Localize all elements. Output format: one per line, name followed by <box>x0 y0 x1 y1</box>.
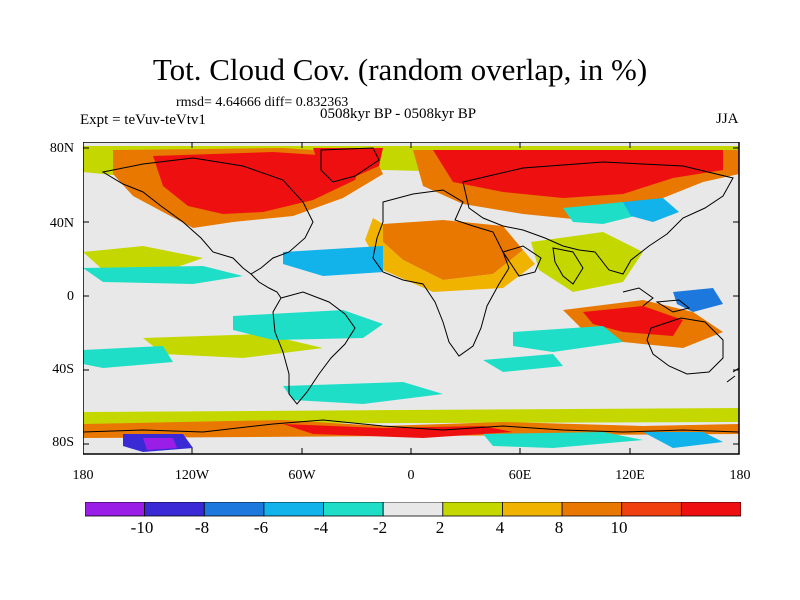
west-pacific-cyan <box>563 202 643 224</box>
rmsd-diff-stats: rmsd= 4.64666 diff= 0.832363 <box>176 95 349 110</box>
negative-anomaly-fields <box>83 198 723 452</box>
lon-label-0: 0 <box>407 468 415 483</box>
antarctica-coast <box>83 419 739 433</box>
colorbar-swatch-0 <box>85 502 146 517</box>
lon-label-120e: 120E <box>615 468 645 483</box>
colorbar-label-minus-6: -6 <box>253 518 269 537</box>
lon-label-60w: 60W <box>288 468 316 483</box>
colorbar-swatch-4 <box>323 502 384 517</box>
lon-label-120w: 120W <box>174 468 210 483</box>
lat-label-40s: 40S <box>52 362 74 377</box>
south-america-coast <box>272 291 356 405</box>
colorbar-swatch-8 <box>561 502 623 517</box>
colorbar-swatch-2 <box>203 502 265 517</box>
coastlines <box>83 147 739 433</box>
north-america-red <box>153 152 363 214</box>
southeast-asia-islands <box>622 287 691 313</box>
colorbar-label-minus-4: -4 <box>313 518 329 537</box>
india-coast <box>552 247 584 285</box>
colorbar-swatch-1 <box>144 502 205 517</box>
map-title: Tot. Cloud Cov. (random overlap, in %) <box>152 52 648 87</box>
positive-anomaly-fields <box>83 146 739 438</box>
colorbar-swatch-7 <box>502 502 563 517</box>
europe-africa-coast <box>372 189 510 357</box>
colorbar-swatch-9 <box>621 502 682 517</box>
tibet-blue <box>623 198 679 222</box>
arabia-coast <box>502 245 542 277</box>
maritime-continent-red <box>583 306 683 336</box>
colorbar-label-2: 2 <box>435 518 445 537</box>
axis-ticks <box>83 142 740 454</box>
colorbar-swatch-5 <box>382 502 444 517</box>
color-bar <box>85 502 741 517</box>
antarctic-cyan-east <box>483 432 643 448</box>
sahara-yellow-ring <box>365 218 535 292</box>
southern-ocean-cyan-band <box>283 382 443 404</box>
atlantic-blue-northern <box>283 246 383 276</box>
australia-coast <box>646 317 724 375</box>
antarctic-purple <box>143 438 177 450</box>
antarctic-coast-red <box>283 424 513 438</box>
lon-label-180w: 180 <box>72 468 94 483</box>
greenland-coast <box>320 147 380 183</box>
lon-label-180e: 180 <box>729 468 751 483</box>
lat-label-40n: 40N <box>49 216 74 231</box>
south-pacific-cyan <box>83 346 173 368</box>
lat-label-80n: 80N <box>49 141 74 156</box>
experiment-label: Expt = teVuv-teVtv1 <box>80 112 206 128</box>
colorbar-label-minus-2: -2 <box>372 518 388 537</box>
period-label: 0508kyr BP - 0508kyr BP <box>320 106 477 122</box>
eurasia-red <box>433 150 723 198</box>
colorbar-label-10: 10 <box>610 518 628 537</box>
east-pacific-cyan <box>233 310 383 340</box>
pacific-yellow-north <box>83 246 203 272</box>
indian-ocean-cyan-2 <box>483 354 563 372</box>
colorbar-swatch-3 <box>263 502 324 517</box>
sahara-orange <box>383 220 523 280</box>
colorbar-label-minus-10: -10 <box>130 518 154 537</box>
lon-label-60e: 60E <box>508 468 532 483</box>
season-label: JJA <box>716 111 739 127</box>
greenland-red <box>313 148 383 182</box>
asia-coast <box>462 161 734 275</box>
india-yellow <box>531 232 643 292</box>
lat-label-equator: 0 <box>67 289 74 304</box>
indian-ocean-cyan <box>513 326 623 352</box>
north-america-coast <box>101 157 314 275</box>
cloud-cover-difference-map <box>83 142 740 455</box>
colorbar-swatch-10 <box>680 502 741 517</box>
southern-ocean-yellow <box>83 408 739 424</box>
antarctic-blue-east <box>643 432 723 448</box>
australia-blue <box>673 288 723 312</box>
central-america-coast <box>250 273 282 299</box>
lat-label-80s: 80S <box>52 435 74 450</box>
colorbar-label-8: 8 <box>554 518 564 537</box>
colorbar-label-4: 4 <box>495 518 505 537</box>
colorbar-swatch-6 <box>442 502 503 517</box>
colorbar-label-minus-8: -8 <box>194 518 210 537</box>
pacific-cyan-northern <box>83 266 243 284</box>
